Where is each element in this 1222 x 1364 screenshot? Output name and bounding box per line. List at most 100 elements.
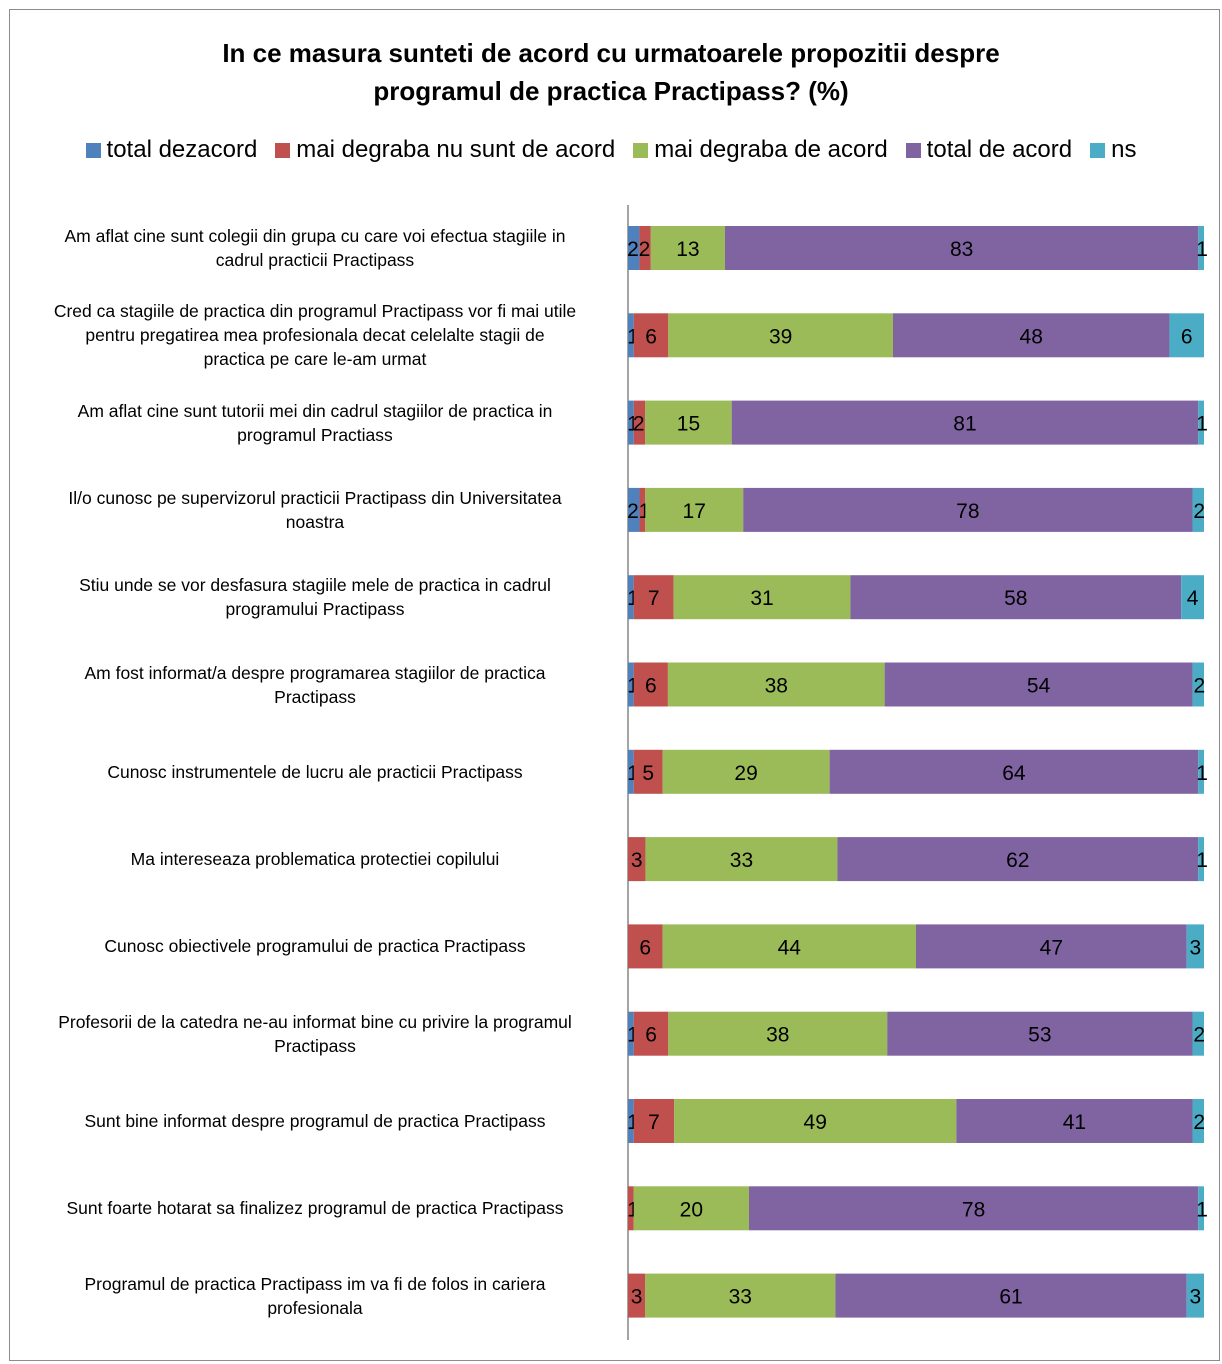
data-label: 6 — [645, 325, 657, 348]
legend-swatch — [85, 142, 101, 158]
data-label: 6 — [1181, 325, 1193, 348]
data-label: 41 — [1063, 1111, 1086, 1134]
bar-segment — [1181, 575, 1204, 620]
bar-segment — [633, 1011, 669, 1056]
bar-segment — [731, 400, 1199, 445]
category-label-text: Am aflat cine sunt tutorii mei din cadru… — [78, 399, 553, 447]
bar-segment — [628, 749, 634, 794]
bar-segment — [633, 313, 669, 358]
category-label-line: pentru pregatirea mea profesionala decat… — [85, 325, 545, 346]
data-label: 78 — [956, 500, 979, 523]
data-label: 3 — [1190, 1286, 1202, 1309]
bar-segment — [1169, 313, 1204, 358]
bar-segment — [1192, 1011, 1204, 1056]
data-label: 81 — [953, 413, 976, 436]
data-label: 4 — [1187, 587, 1199, 610]
data-label: 58 — [1004, 587, 1027, 610]
data-label: 1 — [627, 325, 639, 348]
data-label: 49 — [804, 1111, 827, 1134]
legend-swatch — [905, 142, 921, 158]
data-label: 47 — [1040, 936, 1063, 959]
data-label: 7 — [648, 587, 660, 610]
category-label: Programul de practica Practipass im va f… — [20, 1272, 610, 1320]
category-label-text: Cunosc obiectivele programului de practi… — [104, 934, 525, 958]
data-label: 2 — [1193, 500, 1205, 523]
category-label-line: Stiu unde se vor desfasura stagiile mele… — [79, 575, 551, 596]
bar-segment — [628, 837, 646, 882]
category-label-line: programul Practiass — [237, 424, 393, 445]
legend-label: total de acord — [926, 136, 1073, 163]
legend-label: mai degraba nu sunt de acord — [296, 136, 616, 163]
bar-segment — [628, 924, 663, 969]
data-label: 38 — [765, 675, 788, 698]
legend-item-ns: ns — [1090, 136, 1136, 164]
category-label: Cred ca stagiile de practica din program… — [20, 299, 610, 371]
legend-item-mai-degraba-nu: mai degraba nu sunt de acord — [275, 136, 615, 164]
data-label: 7 — [648, 1111, 660, 1134]
bar-segment — [1198, 749, 1204, 794]
legend-label: total dezacord — [106, 136, 258, 163]
bar-segment — [668, 313, 893, 358]
data-label: 1 — [1196, 1198, 1208, 1221]
category-label-line: profesionala — [267, 1297, 363, 1318]
bar-segment — [892, 313, 1170, 358]
data-label: 1 — [1196, 849, 1208, 872]
data-label: 1 — [1196, 762, 1208, 785]
bar-segment — [829, 749, 1199, 794]
bar-segment — [633, 749, 663, 794]
bar-segment — [1198, 837, 1204, 882]
category-label-line: Am aflat cine sunt colegii din grupa cu … — [64, 226, 566, 246]
data-label: 1 — [1196, 413, 1208, 436]
category-label-text: Sunt bine informat despre programul de p… — [84, 1109, 545, 1133]
bar-segment — [628, 226, 640, 270]
category-label: Sunt bine informat despre programul de p… — [20, 1109, 610, 1133]
bar-segment — [662, 749, 830, 794]
category-label-text: Sunt foarte hotarat sa finalizez program… — [66, 1196, 563, 1220]
data-label: 17 — [683, 500, 706, 523]
bar-segment — [628, 662, 634, 707]
data-label: 61 — [999, 1286, 1022, 1309]
bar-segment — [1192, 487, 1204, 532]
data-label: 5 — [642, 762, 654, 785]
category-label: Am fost informat/a despre programarea st… — [20, 661, 610, 709]
category-label-line: Practipass — [274, 686, 356, 707]
data-label: 78 — [962, 1198, 985, 1221]
bar-segment — [633, 1186, 749, 1231]
bar-segment — [743, 487, 1193, 532]
legend-item-total-dezacord: total dezacord — [85, 136, 258, 164]
bar-segment — [887, 1011, 1193, 1056]
chart-title-line-1: In ce masura sunteti de acord cu urmatoa… — [222, 38, 1000, 68]
bar-segment — [884, 662, 1193, 707]
category-label-line: Cred ca stagiile de practica din program… — [53, 301, 577, 322]
data-label: 44 — [778, 936, 802, 959]
bar-segment — [645, 400, 732, 445]
legend-swatch — [633, 142, 649, 158]
bar-segment — [633, 1099, 675, 1143]
data-label: 3 — [631, 849, 643, 872]
chart-title-line-2: programul de practica Practipass? (%) — [373, 76, 849, 106]
data-label: 38 — [766, 1024, 789, 1047]
data-label: 6 — [645, 675, 657, 698]
category-label-line: Programul de practica Practipass im va f… — [84, 1273, 546, 1294]
data-label: 1 — [627, 587, 639, 610]
bar-segment — [1192, 1099, 1204, 1143]
bar-segment — [645, 487, 744, 532]
bar-segment — [633, 400, 646, 445]
data-label: 1 — [627, 1198, 639, 1221]
bar-segment — [1192, 662, 1204, 707]
data-label: 2 — [639, 238, 651, 261]
data-label: 29 — [734, 762, 757, 785]
bar-segment — [956, 1099, 1193, 1143]
category-label-text: Il/o cunosc pe supervizorul practicii Pr… — [68, 486, 561, 534]
bar-segment — [628, 1099, 634, 1143]
bar-segment — [650, 226, 725, 270]
category-label-line: programului Practipass — [225, 599, 405, 620]
category-label: Am aflat cine sunt tutorii mei din cadru… — [20, 399, 610, 447]
data-label: 39 — [769, 325, 792, 348]
bar-segment — [628, 575, 634, 620]
legend-label: ns — [1111, 136, 1137, 163]
category-label-text: Ma intereseaza problematica protectiei c… — [131, 847, 500, 871]
data-label: 48 — [1020, 325, 1043, 348]
data-label: 1 — [627, 1024, 639, 1047]
